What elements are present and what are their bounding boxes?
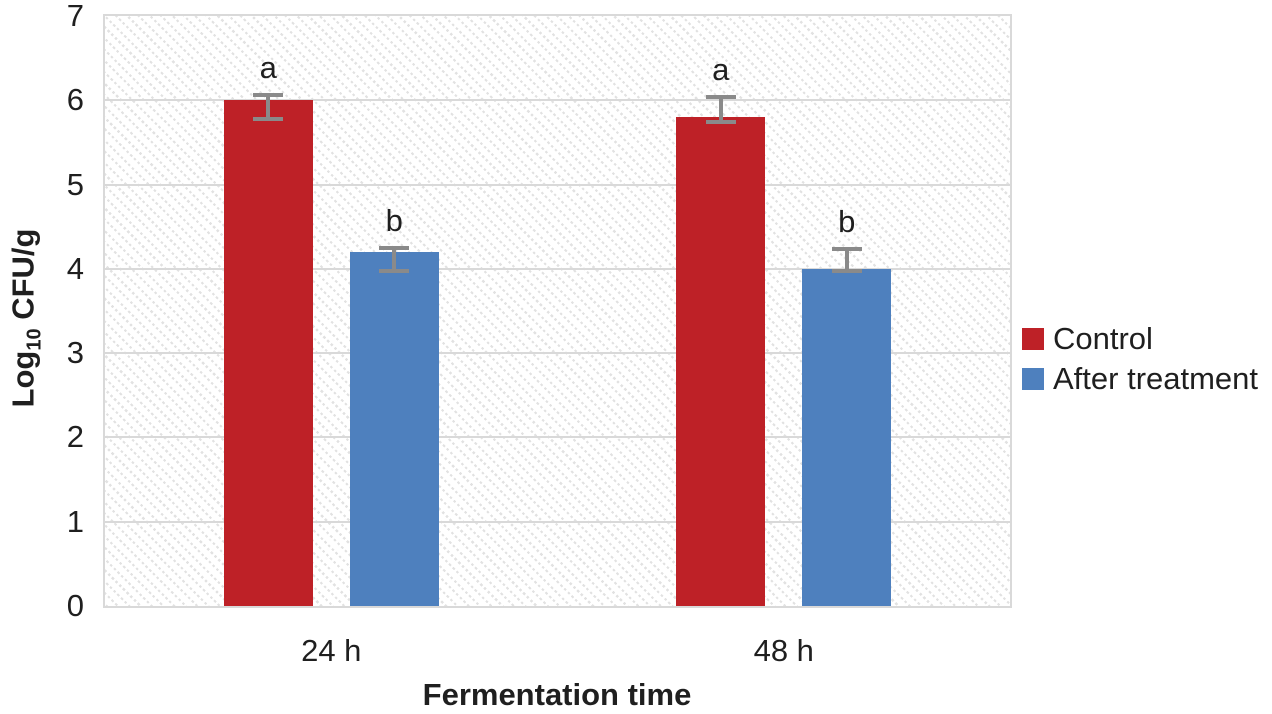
error-bar-top-cap-control-24-h — [253, 93, 284, 98]
error-bar-top-cap-after-treatment-24-h — [379, 245, 410, 250]
gridline-5 — [105, 183, 1010, 186]
error-bar-bottom-cap-after-treatment-24-h — [379, 269, 410, 274]
error-bar-control-48-h — [718, 96, 723, 123]
legend: Control After treatment — [1022, 319, 1258, 399]
y-tick-label-0: 0 — [66, 588, 84, 623]
significance-letter-control-24-h: a — [259, 50, 277, 86]
bar-control-48-h — [676, 117, 766, 606]
x-tick-label-24-h: 24 h — [301, 633, 362, 668]
legend-item-control: Control — [1022, 319, 1258, 359]
y-tick-label-2: 2 — [66, 419, 84, 455]
gridline-3 — [105, 352, 1010, 355]
x-axis-title: Fermentation time — [422, 677, 692, 712]
significance-letter-control-48-h: a — [712, 51, 730, 87]
y-tick-label-7: 7 — [66, 0, 84, 33]
error-bar-top-cap-control-48-h — [705, 94, 736, 99]
y-tick-label-6: 6 — [66, 82, 84, 118]
plot-area: a a b b — [103, 14, 1012, 608]
x-tick-label-48-h: 48 h — [753, 633, 814, 668]
legend-label-after-treatment: After treatment — [1053, 361, 1259, 396]
error-bar-bottom-cap-control-48-h — [705, 120, 736, 125]
error-bar-top-cap-after-treatment-48-h — [831, 246, 862, 251]
gridline-4 — [105, 267, 1010, 270]
bar-after-treatment-24-h — [349, 252, 439, 606]
legend-item-after-treatment: After treatment — [1022, 359, 1258, 399]
error-bar-control-24-h — [266, 95, 271, 119]
bar-control-24-h — [223, 100, 313, 606]
error-bar-bottom-cap-control-24-h — [253, 116, 284, 121]
error-bar-after-treatment-24-h — [392, 247, 397, 272]
y-tick-label-4: 4 — [66, 250, 84, 286]
y-axis-tick-labels: 0 1 2 3 4 5 6 7 — [0, 0, 84, 622]
gridline-1 — [105, 520, 1010, 523]
y-tick-label-5: 5 — [66, 166, 84, 202]
gridline-6 — [105, 99, 1010, 102]
legend-label-control: Control — [1053, 321, 1153, 356]
y-tick-label-3: 3 — [66, 335, 84, 371]
significance-letter-after-treatment-48-h: b — [838, 203, 856, 239]
error-bar-bottom-cap-after-treatment-48-h — [831, 269, 862, 274]
bar-after-treatment-48-h — [802, 268, 892, 606]
legend-swatch-after-treatment — [1022, 368, 1044, 390]
legend-swatch-control — [1022, 328, 1044, 350]
gridline-2 — [105, 436, 1010, 439]
y-tick-label-1: 1 — [66, 503, 84, 539]
significance-letter-after-treatment-24-h: b — [385, 202, 403, 238]
error-bar-after-treatment-48-h — [844, 248, 849, 272]
